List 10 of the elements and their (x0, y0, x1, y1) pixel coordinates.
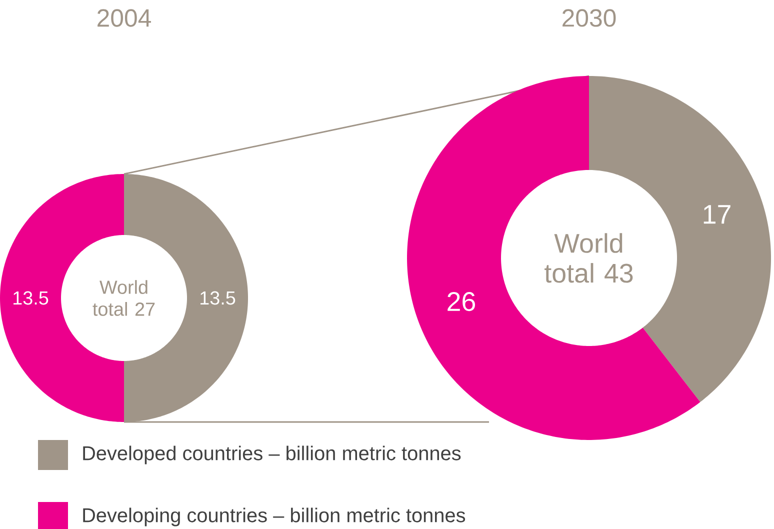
chart-title: 2030 (562, 9, 616, 27)
data-label: 26 (448, 292, 476, 312)
chart-title: 2004 (98, 9, 151, 27)
data-label: 13.5 (200, 291, 236, 305)
legend-label: Developing countries – billion metric tonnes (83, 508, 466, 526)
data-label: 17 (704, 205, 730, 224)
data-label: 13.5 (14, 291, 48, 305)
legend-label: Developed countries – billion metric tonnes (83, 446, 461, 464)
text: World total 43 (544, 233, 633, 283)
text: World total 27 (92, 280, 155, 316)
